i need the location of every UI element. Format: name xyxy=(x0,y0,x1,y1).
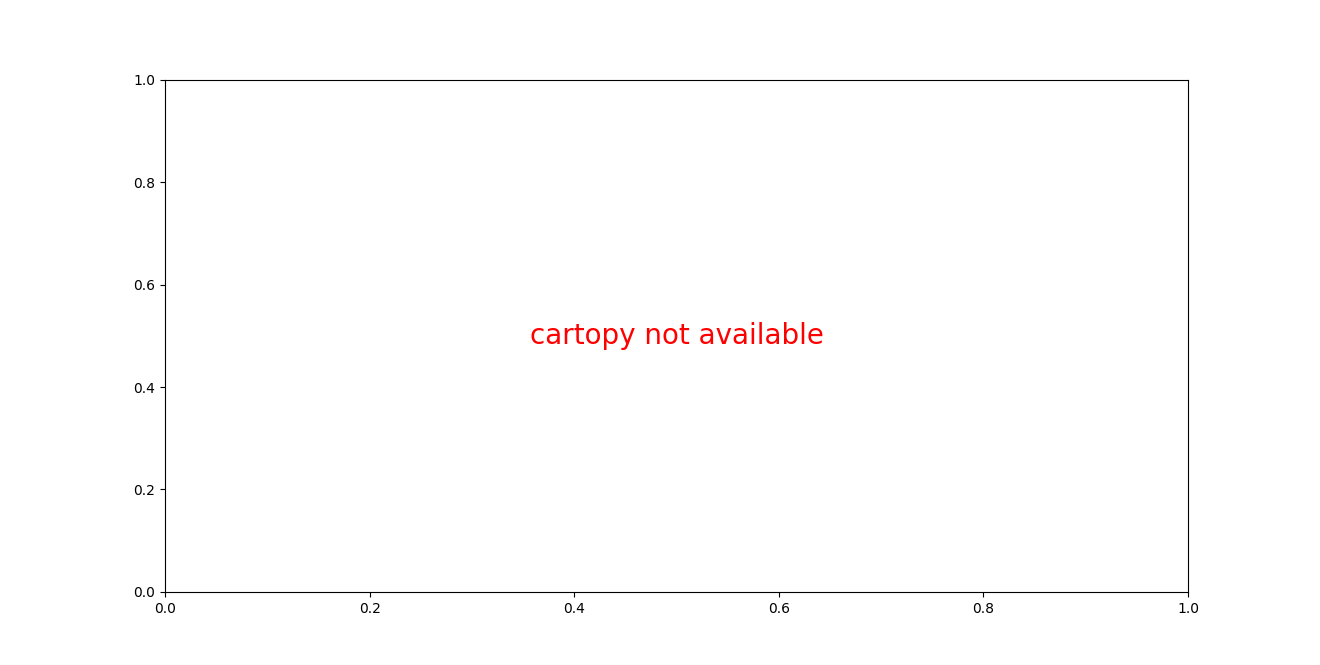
Text: cartopy not available: cartopy not available xyxy=(529,322,824,350)
